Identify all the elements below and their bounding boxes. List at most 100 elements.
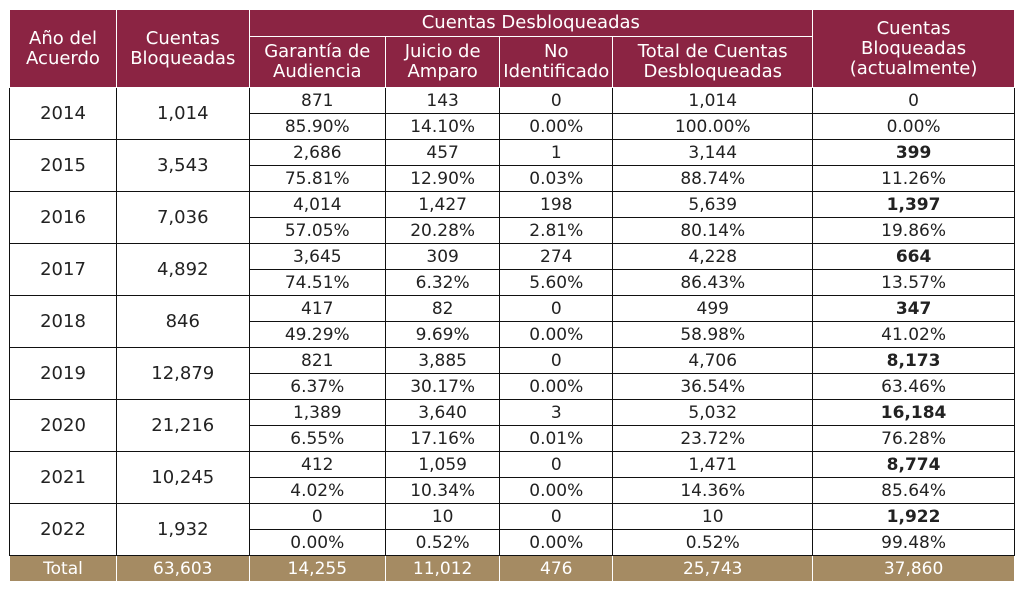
table-row: 2016 7,036 4,014 1,427 198 5,639 1,397 (8, 191, 1015, 244)
cell-garantia: 871 (248, 87, 387, 114)
cell-total-unblocked: 499 (612, 295, 814, 322)
table-row-pct: 49.29% 9.69% 0.00% 58.98% 41.02% (10, 321, 1015, 348)
header-total-unblocked: Total de Cuentas Desbloqueadas (612, 36, 814, 88)
cell-total-unblocked-pct: 23.72% (612, 425, 814, 452)
cell-juicio: 457 (385, 139, 501, 166)
cell-juicio-pct: 0.52% (385, 529, 501, 556)
cell-no-identificado-pct: 2.81% (499, 217, 614, 244)
cell-garantia: 1,389 (248, 399, 387, 426)
cell-blocked: 12,879 (116, 347, 250, 400)
table-row: 2019 12,879 821 3,885 0 4,706 8,173 (8, 347, 1015, 400)
cell-no-identificado: 198 (499, 191, 614, 218)
cell-currently-blocked: 8,774 (812, 451, 1015, 478)
cell-no-identificado-pct: 0.00% (499, 529, 614, 556)
cell-currently-blocked-pct: 0.00% (812, 113, 1015, 140)
cell-juicio: 10 (385, 503, 501, 530)
cell-garantia: 412 (248, 451, 387, 478)
cell-total-unblocked-pct: 80.14% (612, 217, 814, 244)
cell-garantia: 3,645 (248, 243, 387, 270)
table-row: 2017 4,892 3,645 309 274 4,228 664 (8, 243, 1015, 296)
cell-currently-blocked-pct: 63.46% (812, 373, 1015, 400)
cell-no-identificado-pct: 0.00% (499, 321, 614, 348)
cell-juicio-pct: 14.10% (385, 113, 501, 140)
cell-no-identificado: 0 (499, 87, 614, 114)
cell-garantia: 417 (248, 295, 387, 322)
cell-blocked: 7,036 (116, 191, 250, 244)
cell-blocked: 846 (116, 295, 250, 348)
table-body: 2014 1,014 871 143 0 1,014 0 85.90% 14.10% 0.00% 1… (8, 87, 1015, 582)
cell-blocked: 4,892 (116, 243, 250, 296)
table-row-pct: 75.81% 12.90% 0.03% 88.74% 11.26% (10, 165, 1015, 192)
header-juicio: Juicio de Amparo (385, 36, 501, 88)
table-row: 2021 10,245 412 1,059 0 1,471 8,774 (8, 451, 1015, 504)
cell-no-identificado: 3 (499, 399, 614, 426)
cell-currently-blocked: 399 (812, 139, 1015, 166)
table-row: 2020 21,216 1,389 3,640 3 5,032 16,184 (8, 399, 1015, 452)
cell-juicio-pct: 30.17% (385, 373, 501, 400)
header-no-identificado: No Identificado (499, 36, 614, 88)
cell-currently-blocked-pct: 85.64% (812, 477, 1015, 504)
cell-juicio-pct: 12.90% (385, 165, 501, 192)
cell-year: 2017 (8, 243, 118, 296)
cell-no-identificado: 0 (499, 295, 614, 322)
cell-currently-blocked: 1,397 (812, 191, 1015, 218)
table-row: 2022 1,932 0 10 0 10 1,922 (8, 503, 1015, 556)
cell-juicio: 143 (385, 87, 501, 114)
total-row: Total 63,603 14,255 11,012 476 25,743 37,860 (8, 555, 1015, 582)
table-row-pct: 57.05% 20.28% 2.81% 80.14% 19.86% (10, 217, 1015, 244)
cell-juicio-pct: 17.16% (385, 425, 501, 452)
total-value: 25,743 (612, 555, 814, 582)
cell-no-identificado: 0 (499, 451, 614, 478)
cell-year: 2018 (8, 295, 118, 348)
cell-no-identificado-pct: 0.00% (499, 373, 614, 400)
cell-blocked: 1,932 (116, 503, 250, 556)
cell-garantia-pct: 6.37% (248, 373, 387, 400)
cell-garantia: 4,014 (248, 191, 387, 218)
cell-total-unblocked: 10 (612, 503, 814, 530)
total-value: 14,255 (248, 555, 387, 582)
cell-currently-blocked: 8,173 (812, 347, 1015, 374)
cell-blocked: 1,014 (116, 87, 250, 140)
cell-total-unblocked: 1,014 (612, 87, 814, 114)
cell-year: 2015 (8, 139, 118, 192)
total-value: 63,603 (116, 555, 250, 582)
cell-garantia-pct: 0.00% (248, 529, 387, 556)
cell-no-identificado: 274 (499, 243, 614, 270)
cell-blocked: 3,543 (116, 139, 250, 192)
total-label: Total (8, 555, 118, 582)
cell-currently-blocked-pct: 11.26% (812, 165, 1015, 192)
cell-garantia: 821 (248, 347, 387, 374)
cell-currently-blocked-pct: 41.02% (812, 321, 1015, 348)
cell-year: 2019 (8, 347, 118, 400)
cell-total-unblocked-pct: 86.43% (612, 269, 814, 296)
table-row-pct: 6.37% 30.17% 0.00% 36.54% 63.46% (10, 373, 1015, 400)
table-row-pct: 74.51% 6.32% 5.60% 86.43% 13.57% (10, 269, 1015, 296)
total-value: 37,860 (812, 555, 1015, 582)
cell-garantia-pct: 49.29% (248, 321, 387, 348)
cell-garantia-pct: 4.02% (248, 477, 387, 504)
cell-total-unblocked: 3,144 (612, 139, 814, 166)
accounts-table: Año del Acuerdo Cuentas Bloqueadas Cuentas… (8, 9, 1015, 582)
cell-garantia: 2,686 (248, 139, 387, 166)
cell-juicio: 3,640 (385, 399, 501, 426)
cell-total-unblocked-pct: 36.54% (612, 373, 814, 400)
cell-total-unblocked-pct: 0.52% (612, 529, 814, 556)
cell-garantia-pct: 85.90% (248, 113, 387, 140)
cell-total-unblocked: 4,706 (612, 347, 814, 374)
cell-garantia-pct: 74.51% (248, 269, 387, 296)
cell-juicio-pct: 10.34% (385, 477, 501, 504)
table-row: 2015 3,543 2,686 457 1 3,144 399 (8, 139, 1015, 192)
cell-total-unblocked-pct: 88.74% (612, 165, 814, 192)
table-row-pct: 85.90% 14.10% 0.00% 100.00% 0.00% (10, 113, 1015, 140)
table-row: 2014 1,014 871 143 0 1,014 0 (8, 87, 1015, 140)
cell-currently-blocked-pct: 99.48% (812, 529, 1015, 556)
cell-currently-blocked-pct: 76.28% (812, 425, 1015, 452)
cell-garantia-pct: 6.55% (248, 425, 387, 452)
cell-currently-blocked: 664 (812, 243, 1015, 270)
header-unblocked-group: Cuentas Desbloqueadas (248, 9, 814, 37)
cell-no-identificado-pct: 5.60% (499, 269, 614, 296)
cell-juicio: 1,427 (385, 191, 501, 218)
cell-juicio-pct: 20.28% (385, 217, 501, 244)
cell-total-unblocked-pct: 14.36% (612, 477, 814, 504)
cell-total-unblocked: 4,228 (612, 243, 814, 270)
